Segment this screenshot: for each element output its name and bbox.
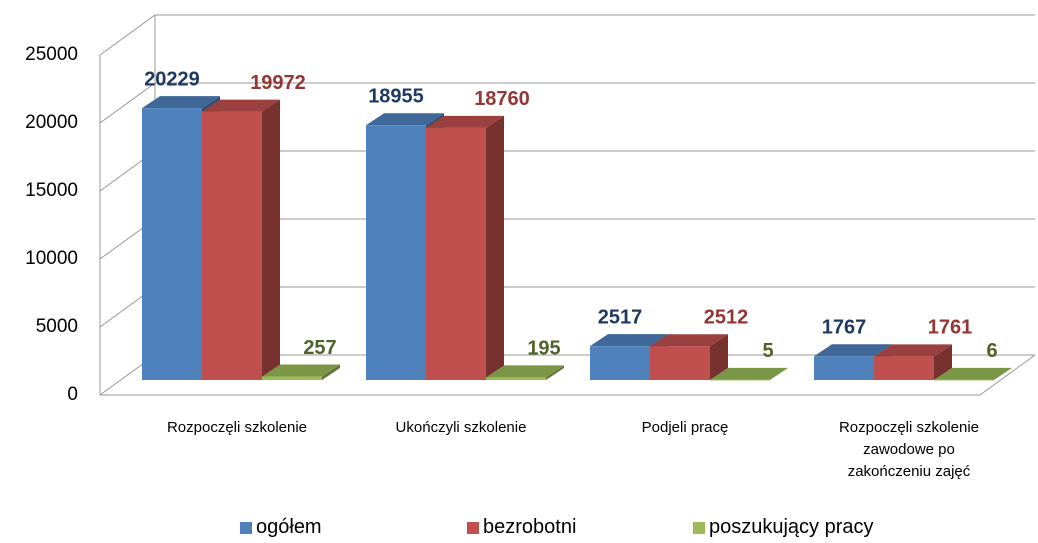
bar — [142, 108, 202, 380]
legend-swatch — [693, 521, 705, 534]
bar-side — [262, 99, 280, 380]
y-tick-label: 20000 — [25, 112, 78, 133]
grid-line — [99, 82, 1035, 124]
bar-top — [262, 364, 340, 377]
value-label: 19972 — [250, 72, 306, 94]
value-label: 2512 — [704, 307, 749, 329]
bar — [590, 346, 650, 380]
bar-top — [814, 344, 892, 357]
value-label: 2517 — [598, 306, 643, 328]
bar-top — [874, 344, 952, 357]
value-label: 6 — [986, 340, 997, 362]
bar — [650, 346, 710, 380]
legend-swatch — [467, 521, 479, 534]
legend-label: ogółem — [256, 516, 322, 538]
bar-side — [486, 115, 504, 380]
bar-top — [710, 367, 788, 380]
y-tick-label: 5000 — [36, 316, 78, 337]
bar — [426, 127, 486, 380]
y-tick-label: 25000 — [25, 44, 78, 65]
bar-side — [994, 367, 1012, 380]
bar — [366, 125, 426, 380]
legend-label: poszukujący pracy — [709, 516, 874, 538]
legend-label: bezrobotni — [483, 516, 577, 538]
bar — [710, 379, 770, 381]
bar-side — [322, 364, 340, 380]
value-label: 1761 — [928, 317, 973, 339]
bar-side — [546, 365, 564, 380]
legend-item: bezrobotni — [467, 516, 576, 539]
bar-side — [710, 334, 728, 380]
legend-swatch — [240, 521, 252, 534]
bar-top — [650, 334, 728, 347]
bar-top — [426, 115, 504, 128]
bar — [262, 376, 322, 380]
floor-right-edge — [979, 354, 1036, 396]
value-label: 20229 — [144, 68, 200, 90]
bar-top — [486, 365, 564, 378]
legend-item: poszukujący pracy — [693, 516, 874, 539]
value-label: 18760 — [474, 88, 530, 110]
bar — [814, 356, 874, 380]
y-tick-label: 15000 — [25, 180, 78, 201]
bar-side — [934, 344, 952, 380]
x-tick-label: Rozpoczęli szkolenie — [166, 419, 308, 436]
legend-item: ogółem — [240, 516, 322, 539]
bar — [874, 356, 934, 380]
bar — [202, 111, 262, 380]
value-label: 18955 — [368, 86, 424, 108]
bar — [486, 377, 546, 380]
value-label: 5 — [762, 340, 773, 362]
bar-top — [934, 367, 1012, 380]
x-tick-label: Podjeli pracę — [641, 419, 729, 436]
value-label: 257 — [303, 337, 336, 359]
bar-side — [770, 367, 788, 380]
bar — [934, 379, 994, 381]
x-tick-label: Ukończyli szkolenie — [395, 419, 527, 436]
x-tick-label: Rozpoczęli szkolenie zawodowe po zakończ… — [838, 419, 980, 480]
bar-top — [142, 96, 220, 109]
grid-line — [99, 14, 1035, 56]
value-label: 195 — [527, 338, 560, 360]
bar-top — [202, 99, 280, 112]
y-tick-label: 0 — [67, 384, 78, 405]
bar-top — [590, 334, 668, 347]
y-tick-label: 10000 — [25, 248, 78, 269]
value-label: 1767 — [822, 317, 867, 339]
bar-top — [366, 113, 444, 126]
